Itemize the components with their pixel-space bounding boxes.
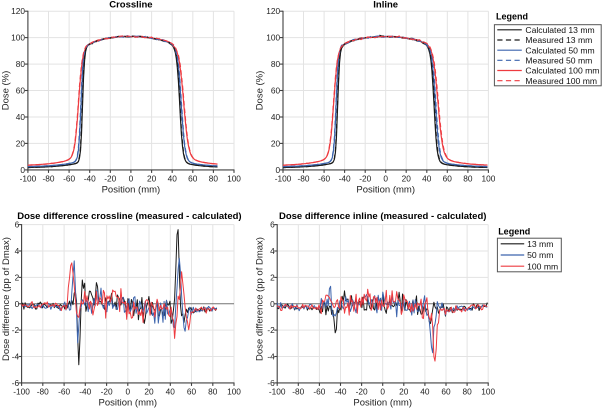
svg-text:40: 40 [271, 112, 281, 122]
svg-text:60: 60 [188, 174, 198, 184]
svg-text:Measured 13 mm: Measured 13 mm [525, 35, 592, 45]
svg-text:-4: -4 [267, 352, 275, 362]
svg-text:-20: -20 [101, 387, 113, 397]
svg-text:Dose difference (pp of Dmax): Dose difference (pp of Dmax) [255, 237, 266, 361]
svg-text:50 mm: 50 mm [527, 250, 553, 260]
svg-text:120: 120 [266, 6, 280, 16]
svg-text:100: 100 [481, 387, 495, 397]
svg-text:-20: -20 [359, 174, 371, 184]
svg-text:80: 80 [16, 59, 26, 69]
svg-text:4: 4 [270, 246, 275, 256]
svg-text:13 mm: 13 mm [527, 239, 553, 249]
svg-text:Inline: Inline [373, 0, 398, 11]
svg-text:40: 40 [166, 387, 176, 397]
svg-text:Crossline: Crossline [109, 0, 152, 11]
svg-text:0: 0 [383, 174, 388, 184]
svg-text:100: 100 [266, 33, 280, 43]
svg-text:Position (mm): Position (mm) [99, 398, 158, 409]
svg-text:-20: -20 [356, 387, 368, 397]
svg-text:60: 60 [443, 174, 453, 184]
svg-text:Calculated 50 mm: Calculated 50 mm [525, 45, 594, 55]
svg-text:Position (mm): Position (mm) [353, 398, 412, 409]
svg-text:-6: -6 [12, 378, 20, 388]
svg-text:Legend: Legend [496, 11, 528, 21]
svg-text:-40: -40 [339, 174, 351, 184]
svg-text:-80: -80 [292, 387, 304, 397]
svg-text:Legend: Legend [498, 226, 530, 236]
svg-text:-100: -100 [20, 174, 37, 184]
svg-text:-80: -80 [43, 174, 55, 184]
svg-text:0: 0 [270, 299, 275, 309]
svg-text:20: 20 [144, 387, 154, 397]
svg-text:-6: -6 [267, 378, 275, 388]
svg-text:80: 80 [209, 174, 219, 184]
svg-text:-100: -100 [275, 174, 292, 184]
svg-text:-100: -100 [13, 387, 30, 397]
svg-text:2: 2 [15, 272, 20, 282]
svg-text:Dose difference crossline (mea: Dose difference crossline (measured - ca… [17, 211, 241, 222]
svg-text:Dose difference inline (measur: Dose difference inline (measured - calcu… [279, 211, 486, 222]
svg-text:40: 40 [422, 174, 432, 184]
svg-text:100 mm: 100 mm [527, 261, 558, 271]
svg-text:0: 0 [15, 299, 20, 309]
svg-text:60: 60 [187, 387, 197, 397]
svg-text:100: 100 [227, 174, 241, 184]
svg-text:40: 40 [420, 387, 430, 397]
svg-text:Dose (%): Dose (%) [1, 71, 12, 111]
svg-text:20: 20 [16, 138, 26, 148]
svg-text:60: 60 [271, 86, 281, 96]
svg-text:6: 6 [270, 220, 275, 230]
svg-text:Position (mm): Position (mm) [356, 185, 415, 196]
svg-text:80: 80 [208, 387, 218, 397]
svg-text:-80: -80 [37, 387, 49, 397]
svg-text:-60: -60 [58, 387, 70, 397]
svg-text:Dose difference (pp of Dmax): Dose difference (pp of Dmax) [1, 237, 12, 361]
svg-text:20: 20 [402, 174, 412, 184]
svg-text:20: 20 [271, 138, 281, 148]
svg-text:Calculated 100 mm: Calculated 100 mm [525, 66, 599, 76]
svg-text:Position (mm): Position (mm) [102, 185, 161, 196]
svg-text:-2: -2 [12, 325, 20, 335]
svg-text:20: 20 [399, 387, 409, 397]
svg-text:20: 20 [147, 174, 157, 184]
svg-text:100: 100 [227, 387, 241, 397]
svg-text:-40: -40 [84, 174, 96, 184]
svg-text:80: 80 [463, 174, 473, 184]
svg-text:40: 40 [168, 174, 178, 184]
svg-text:80: 80 [462, 387, 472, 397]
svg-text:4: 4 [15, 246, 20, 256]
svg-text:-60: -60 [313, 387, 325, 397]
svg-text:-40: -40 [335, 387, 347, 397]
svg-text:80: 80 [271, 59, 281, 69]
svg-text:120: 120 [11, 6, 25, 16]
svg-text:100: 100 [11, 33, 25, 43]
svg-text:-80: -80 [298, 174, 310, 184]
svg-text:-60: -60 [63, 174, 75, 184]
svg-text:0: 0 [129, 174, 134, 184]
svg-text:-20: -20 [104, 174, 116, 184]
svg-text:Measured 50 mm: Measured 50 mm [525, 55, 592, 65]
svg-text:-4: -4 [12, 352, 20, 362]
svg-text:0: 0 [20, 165, 25, 175]
svg-text:40: 40 [16, 112, 26, 122]
svg-text:0: 0 [275, 165, 280, 175]
svg-text:60: 60 [16, 86, 26, 96]
svg-text:-100: -100 [269, 387, 286, 397]
svg-text:Measured 100 mm: Measured 100 mm [525, 76, 597, 86]
svg-text:100: 100 [481, 174, 495, 184]
svg-text:-2: -2 [267, 325, 275, 335]
svg-text:60: 60 [441, 387, 451, 397]
svg-text:2: 2 [270, 272, 275, 282]
svg-text:6: 6 [15, 220, 20, 230]
svg-text:0: 0 [125, 387, 130, 397]
svg-text:Dose (%): Dose (%) [254, 71, 265, 111]
svg-text:0: 0 [380, 387, 385, 397]
svg-text:-60: -60 [318, 174, 330, 184]
svg-text:-40: -40 [79, 387, 91, 397]
svg-text:Calculated 13 mm: Calculated 13 mm [525, 25, 594, 35]
